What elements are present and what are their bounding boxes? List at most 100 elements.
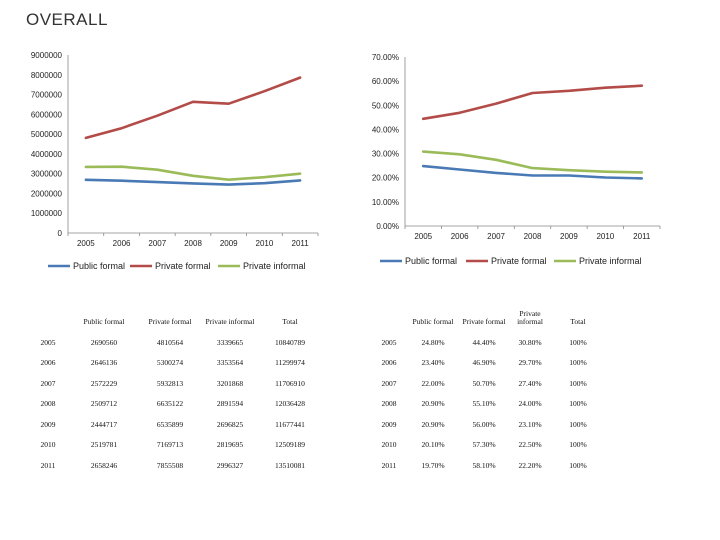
y-tick-label: 3000000	[31, 170, 63, 179]
table-cell: 20.10%	[421, 440, 445, 450]
y-tick-label: 9000000	[31, 51, 63, 60]
absolute-line-chart: 9000000 8000000 7000000 6000000 5000000 40000…	[31, 51, 319, 271]
table-cell: 11299974	[275, 358, 305, 368]
table-cell: 100%	[569, 378, 587, 388]
table-cell: 2009	[381, 419, 397, 429]
table-cell: 2646136	[90, 358, 118, 368]
table-row: 2007 22.00% 50.70% 27.40% 100%	[374, 373, 602, 394]
column-header	[30, 286, 66, 332]
data-point	[495, 102, 497, 105]
y-tick-label: 20.00%	[372, 174, 399, 183]
table-row: 2010 20.10% 57.30% 22.50% 100%	[374, 435, 602, 456]
y-tick-label: 10.00%	[372, 198, 399, 207]
x-tick-label: 2010	[256, 239, 274, 248]
table-cell: 4810564	[156, 337, 184, 347]
table-cell: 2008	[381, 399, 397, 409]
series-line-private_informal	[84, 165, 302, 181]
table-row: 2005 24.80% 44.40% 30.80% 100%	[374, 332, 602, 353]
table-row: 2009 2444717 6535899 2696825 11677441	[30, 414, 318, 435]
page-title: OVERALL	[26, 10, 108, 29]
table-cell: 2996327	[216, 460, 244, 470]
table-cell: 44.40%	[472, 337, 496, 347]
column-header: Total	[570, 316, 586, 326]
data-point	[192, 100, 194, 103]
table-cell: 2819695	[216, 440, 244, 450]
data-point	[422, 150, 425, 153]
table-cell: 2690560	[90, 337, 118, 347]
table-cell: 2696825	[216, 419, 244, 429]
table-row: 2011 2658246 7855508 2996327 13510081	[30, 455, 318, 476]
table-cell: 2007	[381, 378, 397, 388]
y-tick-label: 60.00%	[372, 77, 399, 86]
y-tick-label: 4000000	[31, 150, 63, 159]
table-cell: 2005	[40, 337, 56, 347]
legend-label: Public formal	[405, 256, 457, 266]
x-tick-label: 2009	[560, 232, 578, 241]
table-header-row: Public formal Private formal Private infor…	[30, 286, 318, 332]
column-header: Private informal	[205, 316, 255, 326]
legend-label: Private informal	[579, 256, 642, 266]
table-cell: 22.50%	[518, 440, 542, 450]
data-point	[422, 117, 425, 120]
table-cell: 2444717	[90, 419, 118, 429]
y-tick-label: 0	[58, 229, 63, 238]
table-cell: 2010	[381, 440, 397, 450]
y-tick-label: 70.00%	[372, 53, 399, 62]
table-header-row: Public formal Private formal Private infor…	[374, 286, 602, 332]
x-tick-label: 2008	[524, 232, 542, 241]
data-point	[568, 89, 570, 92]
table-cell: 2658246	[90, 460, 118, 470]
table-row: 2009 20.90% 56.00% 23.10% 100%	[374, 414, 602, 435]
data-point	[640, 177, 643, 180]
table-cell: 24.80%	[421, 337, 445, 347]
absolute-values-table: Public formal Private formal Private infor…	[30, 286, 318, 476]
series-line-private_formal	[421, 84, 644, 121]
table-cell: 2509712	[90, 399, 118, 409]
table-cell: 3353564	[216, 358, 244, 368]
data-point	[568, 174, 570, 177]
table-cell: 50.70%	[472, 378, 496, 388]
table-cell: 100%	[569, 419, 587, 429]
table-cell: 5300274	[156, 358, 184, 368]
data-point	[120, 165, 123, 168]
data-point	[422, 165, 425, 168]
x-tick-label: 2005	[414, 232, 432, 241]
table-cell: 100%	[569, 337, 587, 347]
percentage-table: Public formal Private formal Private infor…	[374, 286, 602, 476]
y-tick-label: 8000000	[31, 71, 63, 80]
table-cell: 2011	[381, 460, 397, 470]
table-cell: 23.40%	[421, 358, 445, 368]
table-cell: 30.80%	[518, 337, 542, 347]
table-cell: 57.30%	[472, 440, 496, 450]
x-tick-label: 2011	[292, 239, 310, 248]
data-point	[604, 86, 607, 89]
table-cell: 58.10%	[472, 460, 496, 470]
data-point	[192, 174, 194, 177]
y-tick-label: 30.00%	[372, 150, 399, 159]
data-point	[299, 76, 302, 79]
data-point	[458, 111, 461, 114]
data-point	[640, 84, 643, 87]
y-tick-label: 5000000	[31, 130, 63, 139]
x-tick-label: 2007	[148, 239, 166, 248]
table-row: 2010 2519781 7169713 2819695 12509189	[30, 435, 318, 456]
legend-label: Private informal	[243, 261, 306, 271]
table-cell: 2572229	[90, 378, 118, 388]
data-point	[263, 182, 266, 185]
column-header: Total	[282, 316, 298, 326]
table-row: 2005 2690560 4810564 3339665 10840789	[30, 332, 318, 353]
table-cell: 2009	[40, 419, 56, 429]
table-cell: 3201868	[216, 378, 244, 388]
table-cell: 6635122	[156, 399, 184, 409]
column-header: Private formal	[462, 316, 506, 326]
y-tick-label: 0.00%	[376, 222, 399, 231]
table-cell: 2008	[40, 399, 56, 409]
data-point	[84, 166, 87, 168]
table-cell: 7855508	[156, 460, 184, 470]
table-cell: 19.70%	[421, 460, 445, 470]
series-line-private_formal	[84, 76, 302, 140]
table-cell: 2010	[40, 440, 56, 450]
table-cell: 7169713	[156, 440, 184, 450]
data-point	[604, 176, 607, 179]
x-tick-label: 2007	[487, 232, 505, 241]
